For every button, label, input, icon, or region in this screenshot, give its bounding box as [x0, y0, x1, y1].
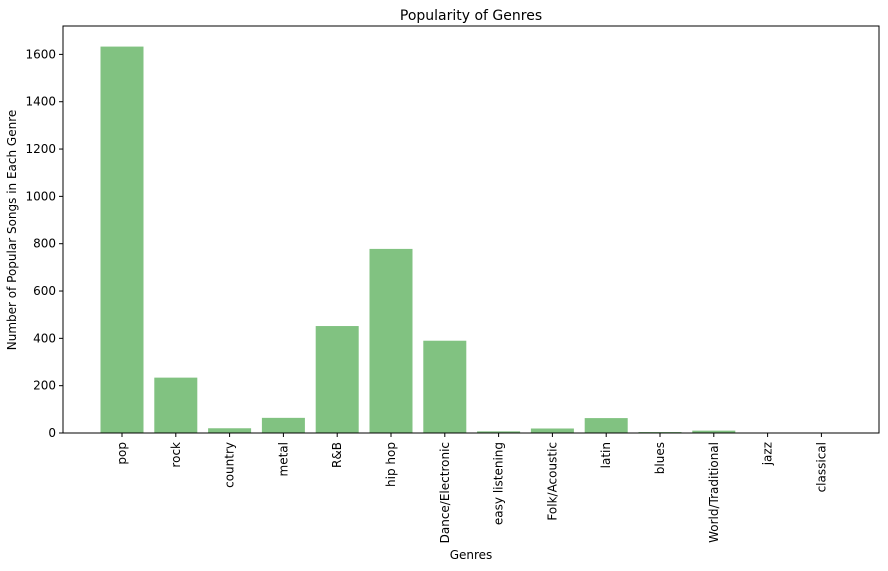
- y-tick-label-1: 200: [33, 379, 56, 393]
- y-tick-label-8: 1600: [25, 47, 56, 61]
- bar-2: [208, 428, 251, 433]
- bar-1: [154, 378, 197, 433]
- x-tick-label-9: latin: [599, 442, 613, 468]
- y-tick-label-4: 800: [33, 237, 56, 251]
- x-tick-label-6: Dance/Electronic: [438, 442, 452, 543]
- bar-5: [370, 249, 413, 433]
- x-tick-label-11: World/Traditional: [707, 442, 721, 543]
- x-tick-label-13: classical: [814, 442, 828, 492]
- x-tick-label-2: country: [223, 442, 237, 488]
- x-tick-label-8: Folk/Acoustic: [545, 442, 559, 521]
- x-axis: pop rock country metal R&B hip hop Dance/Elect…: [115, 433, 828, 543]
- y-tick-label-2: 400: [33, 331, 56, 345]
- plot-frame: [63, 26, 879, 433]
- y-tick-label-0: 0: [48, 426, 56, 440]
- x-tick-label-1: rock: [169, 442, 183, 468]
- y-tick-label-3: 600: [33, 284, 56, 298]
- x-tick-label-5: hip hop: [384, 442, 398, 487]
- x-tick-label-10: blues: [653, 442, 667, 474]
- x-axis-title: Genres: [450, 548, 493, 562]
- x-tick-label-7: easy listening: [492, 442, 506, 525]
- y-tick-label-5: 1000: [25, 189, 56, 203]
- bar-6: [423, 341, 466, 433]
- x-tick-label-4: R&B: [330, 442, 344, 468]
- bar-9: [585, 418, 628, 433]
- bar-4: [316, 326, 359, 433]
- x-tick-label-0: pop: [115, 442, 129, 465]
- y-tick-label-6: 1200: [25, 142, 56, 156]
- x-tick-label-3: metal: [276, 442, 290, 476]
- y-axis-title: Number of Popular Songs in Each Genre: [5, 110, 19, 351]
- chart-title: Popularity of Genres: [400, 8, 542, 24]
- bars-group: [101, 47, 843, 433]
- bar-3: [262, 418, 305, 433]
- y-tick-label-7: 1400: [25, 95, 56, 109]
- bar-8: [531, 429, 574, 433]
- y-axis: 0 200 400 600 800 1000 1200 1400 1600: [25, 47, 63, 440]
- bar-0: [101, 47, 144, 433]
- x-tick-label-12: jazz: [761, 442, 775, 466]
